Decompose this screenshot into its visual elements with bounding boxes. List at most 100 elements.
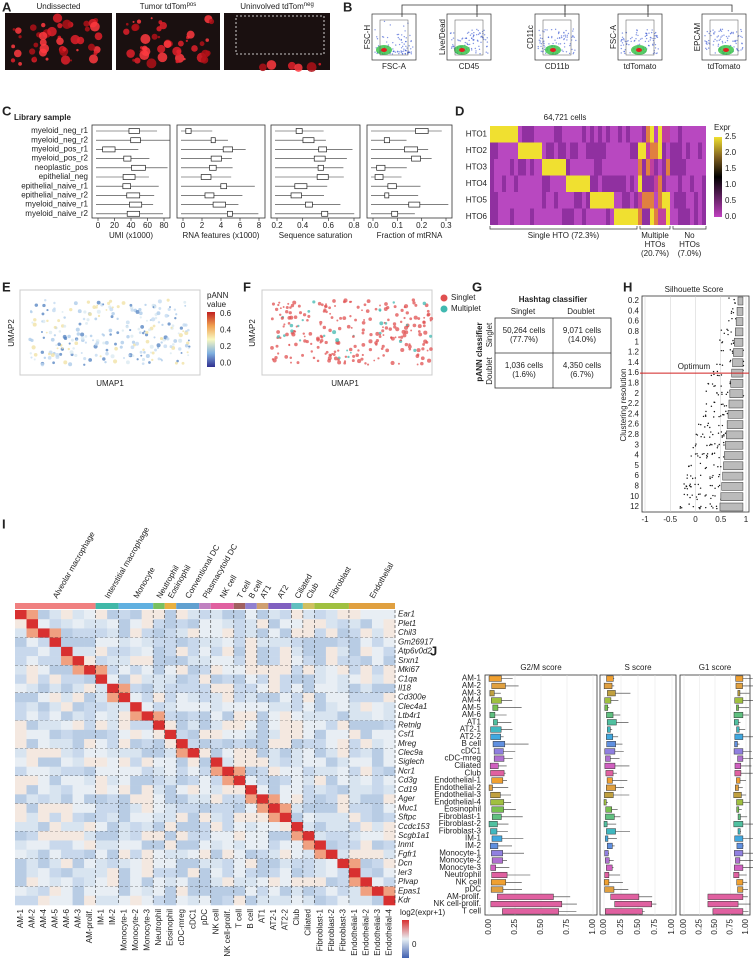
heat-cell — [650, 192, 654, 209]
heat-cell — [153, 886, 165, 897]
heat-cell — [360, 766, 373, 777]
heat-cell — [702, 192, 706, 209]
flow-dot — [718, 30, 720, 33]
heat-cell — [348, 849, 361, 860]
box — [734, 337, 744, 347]
gene-label: Clec9a — [398, 748, 423, 757]
heat-cell — [210, 748, 223, 758]
umap-point — [95, 341, 100, 345]
tumor-spot — [52, 13, 63, 23]
heat-cell — [107, 692, 119, 703]
heat-cell — [26, 610, 39, 620]
heat-cell — [598, 142, 602, 159]
heat-cell — [383, 748, 396, 758]
umap-point — [381, 329, 385, 333]
box — [491, 850, 503, 857]
flow-dot — [566, 34, 568, 36]
heat-cell — [26, 619, 39, 629]
row-label: Fibroblast-3 — [439, 826, 482, 835]
flow-core — [459, 48, 465, 52]
heat-cell — [360, 729, 373, 740]
heat-cell — [314, 720, 327, 731]
heat-cell — [38, 656, 50, 666]
flow-dot — [706, 43, 708, 45]
heat-cell — [554, 142, 558, 159]
outlier — [716, 363, 718, 366]
umap-point — [352, 335, 355, 338]
heat-cell — [84, 812, 96, 823]
heat-cell — [360, 720, 373, 731]
heat-cell — [176, 729, 189, 740]
heat-cell — [26, 812, 39, 823]
flow-dot — [564, 34, 566, 36]
flow-dot — [631, 36, 633, 39]
umap-point — [109, 299, 113, 303]
flow-dot — [472, 35, 475, 38]
tick-label: 1 — [635, 337, 640, 346]
umap-point — [140, 325, 145, 329]
heat-cell — [268, 729, 281, 740]
heat-cell — [662, 175, 666, 192]
row-label: HTO2 — [466, 146, 488, 155]
heat-cell — [26, 692, 39, 703]
flow-dot — [400, 39, 402, 41]
tumor-spot — [69, 59, 73, 62]
heat-cell — [690, 175, 694, 192]
heat-cell — [72, 739, 85, 749]
flow-dot — [473, 31, 475, 34]
tumor-spot — [266, 60, 277, 70]
heat-cell — [153, 868, 165, 878]
umap-point — [346, 349, 349, 352]
heat-cell — [153, 637, 165, 648]
umap-point — [132, 343, 136, 347]
axis-label: UMAP1 — [96, 379, 124, 388]
umap-point — [40, 362, 45, 367]
heat-cell — [630, 142, 634, 159]
heat-cell — [268, 794, 281, 804]
heat-cell — [199, 868, 212, 878]
heat-cell — [222, 877, 235, 887]
umap-point — [324, 340, 328, 345]
box — [707, 901, 739, 908]
umap-point — [140, 354, 143, 357]
heat-cell — [49, 895, 62, 906]
heat-cell — [325, 748, 338, 758]
tick-label: 3 — [635, 440, 640, 449]
outlier — [730, 310, 733, 313]
heat-cell — [15, 849, 27, 860]
row-label: Neutrophil — [445, 870, 482, 879]
heat-cell — [141, 895, 154, 906]
outlier — [698, 506, 700, 509]
flow-dot — [708, 39, 710, 42]
heat-cell — [383, 729, 396, 740]
heat-cell — [199, 886, 212, 897]
tumor-spot — [134, 57, 141, 64]
box — [490, 733, 501, 740]
heat-cell — [153, 720, 165, 731]
umap-point — [319, 323, 322, 326]
heat-cell — [602, 126, 606, 143]
heat-cell — [337, 812, 350, 823]
heat-cell — [570, 208, 574, 225]
umap-point — [146, 319, 148, 322]
heat-cell — [302, 702, 315, 712]
heat-cell — [153, 729, 165, 740]
heat-cell — [506, 208, 510, 225]
heat-cell — [84, 739, 96, 749]
heat-cell — [153, 683, 165, 694]
heat-cell — [642, 126, 646, 143]
heat-cell — [526, 142, 530, 159]
heat-cell — [337, 748, 350, 758]
umap-point — [325, 310, 328, 314]
heat-cell — [84, 849, 96, 860]
heat-cell — [371, 702, 384, 712]
heat-cell — [550, 208, 554, 225]
bracket — [639, 226, 671, 230]
heat-cell — [176, 637, 189, 648]
flow-dot — [467, 43, 469, 46]
heat-cell — [26, 803, 39, 814]
heat-cell — [84, 877, 96, 887]
flow-dot — [639, 38, 642, 40]
heat-cell — [107, 748, 119, 758]
umap-point — [368, 339, 373, 344]
